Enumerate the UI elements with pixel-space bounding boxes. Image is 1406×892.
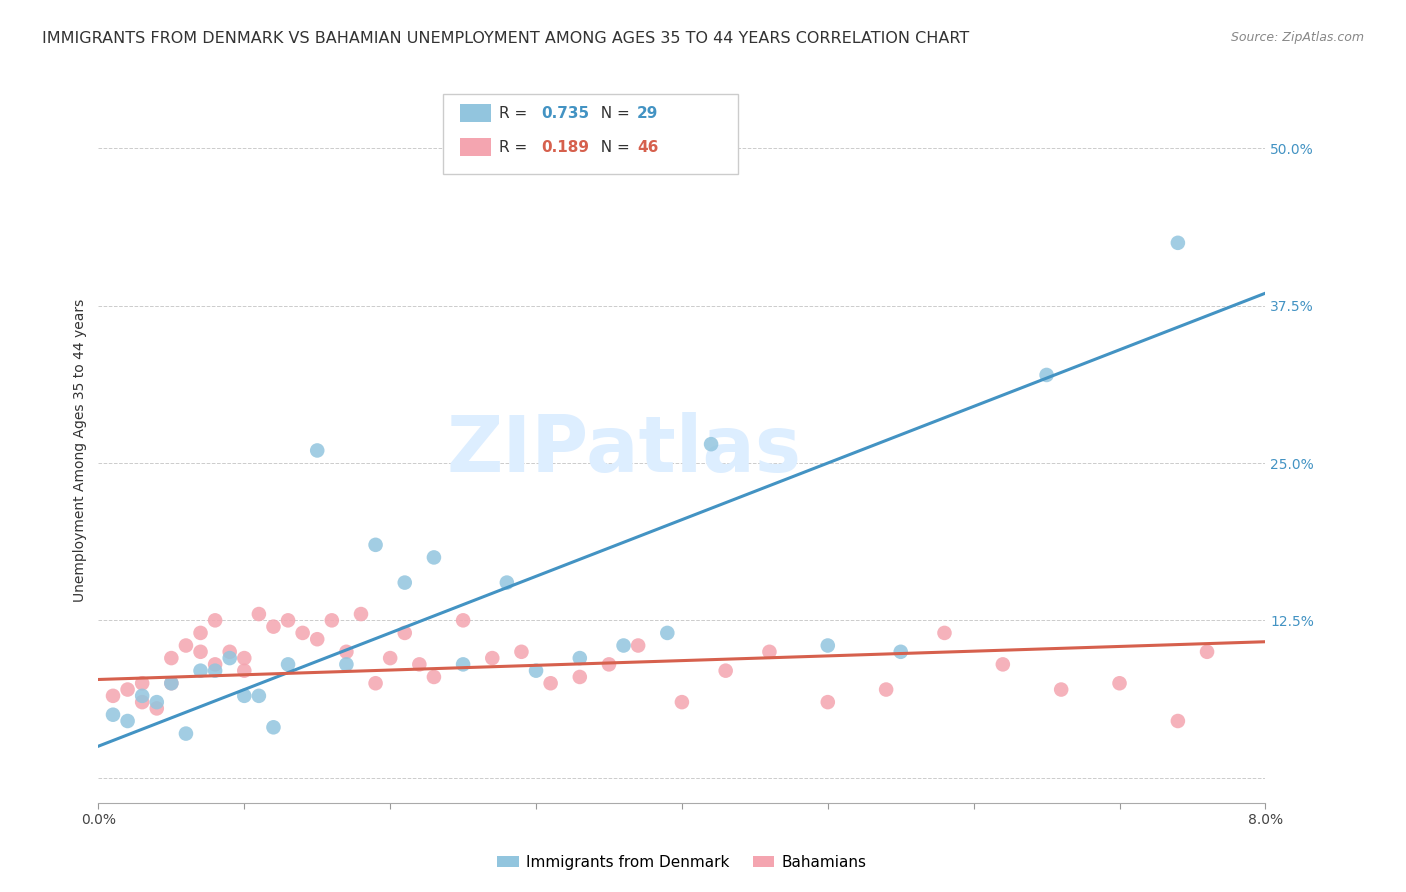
Point — [423, 550, 446, 565]
Point — [408, 657, 430, 672]
Point — [540, 676, 562, 690]
Point — [233, 651, 256, 665]
Point — [262, 619, 284, 633]
Point — [321, 613, 343, 627]
Point — [204, 613, 226, 627]
Text: 46: 46 — [637, 140, 658, 154]
Point — [1035, 368, 1057, 382]
Text: 0.189: 0.189 — [541, 140, 589, 154]
Point — [524, 664, 547, 678]
Point — [758, 645, 780, 659]
Point — [174, 726, 197, 740]
Point — [117, 682, 139, 697]
Point — [131, 689, 153, 703]
Point — [218, 651, 240, 665]
Point — [817, 695, 839, 709]
Point — [1050, 682, 1073, 697]
Point — [131, 695, 153, 709]
Text: ZIPatlas: ZIPatlas — [446, 412, 801, 489]
Point — [481, 651, 503, 665]
Point — [423, 670, 446, 684]
Point — [714, 664, 737, 678]
Point — [190, 664, 212, 678]
Point — [307, 632, 329, 647]
Point — [598, 657, 620, 672]
Point — [612, 639, 634, 653]
Point — [364, 538, 387, 552]
Point — [291, 626, 314, 640]
Text: N =: N = — [591, 106, 634, 120]
Point — [394, 626, 416, 640]
Point — [277, 657, 299, 672]
Point — [657, 626, 679, 640]
Point — [451, 657, 474, 672]
Point — [233, 664, 256, 678]
Point — [190, 626, 212, 640]
Point — [146, 701, 169, 715]
Point — [174, 639, 197, 653]
Point — [364, 676, 387, 690]
Text: R =: R = — [499, 106, 533, 120]
Point — [1167, 714, 1189, 728]
Point — [277, 613, 299, 627]
Text: 29: 29 — [637, 106, 658, 120]
Point — [204, 657, 226, 672]
Point — [190, 645, 212, 659]
Point — [1197, 645, 1219, 659]
Point — [335, 645, 357, 659]
Point — [262, 720, 284, 734]
Point — [568, 651, 591, 665]
Point — [247, 607, 270, 621]
Point — [934, 626, 956, 640]
Point — [890, 645, 912, 659]
Text: Source: ZipAtlas.com: Source: ZipAtlas.com — [1230, 31, 1364, 45]
Point — [627, 639, 650, 653]
Point — [117, 714, 139, 728]
Legend: Immigrants from Denmark, Bahamians: Immigrants from Denmark, Bahamians — [491, 849, 873, 876]
Point — [204, 664, 226, 678]
Point — [817, 639, 839, 653]
Point — [160, 676, 183, 690]
Point — [568, 670, 591, 684]
Y-axis label: Unemployment Among Ages 35 to 44 years: Unemployment Among Ages 35 to 44 years — [73, 299, 87, 602]
Point — [496, 575, 519, 590]
Point — [510, 645, 533, 659]
Text: 0.735: 0.735 — [541, 106, 589, 120]
Point — [671, 695, 693, 709]
Text: IMMIGRANTS FROM DENMARK VS BAHAMIAN UNEMPLOYMENT AMONG AGES 35 TO 44 YEARS CORRE: IMMIGRANTS FROM DENMARK VS BAHAMIAN UNEM… — [42, 31, 969, 46]
Text: N =: N = — [591, 140, 634, 154]
Point — [101, 689, 124, 703]
Point — [160, 676, 183, 690]
Point — [307, 443, 329, 458]
Point — [451, 613, 474, 627]
Point — [218, 645, 240, 659]
Point — [131, 676, 153, 690]
Point — [991, 657, 1014, 672]
Point — [101, 707, 124, 722]
Point — [1167, 235, 1189, 250]
Point — [146, 695, 169, 709]
Point — [247, 689, 270, 703]
Point — [380, 651, 402, 665]
Point — [394, 575, 416, 590]
Point — [335, 657, 357, 672]
Point — [233, 689, 256, 703]
Point — [160, 651, 183, 665]
Point — [700, 437, 723, 451]
Point — [350, 607, 373, 621]
Point — [1108, 676, 1130, 690]
Point — [875, 682, 897, 697]
Text: R =: R = — [499, 140, 533, 154]
